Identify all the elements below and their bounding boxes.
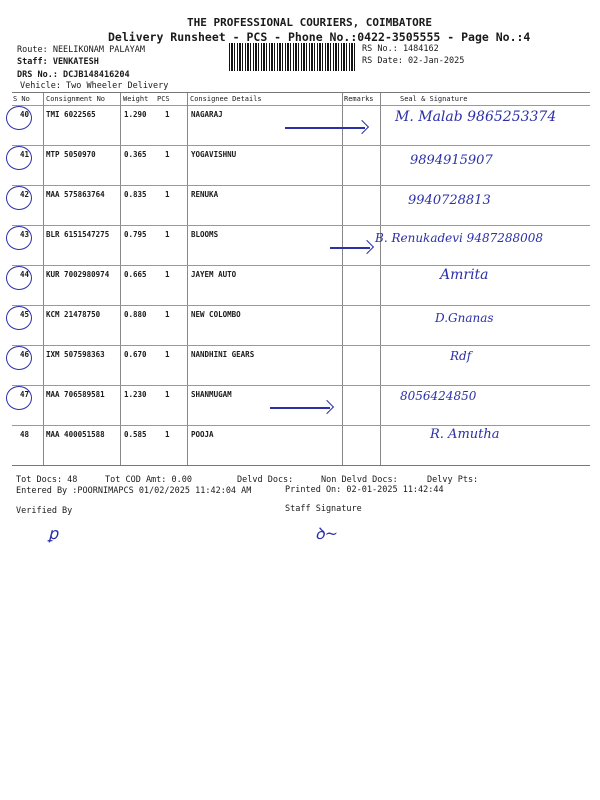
tick-circle [6,106,32,130]
route: Route: NEELIKONAM PALAYAM [17,45,145,55]
drs-number: DRS No.: DCJB148416204 [17,70,130,80]
cell-weight: 0.665 [124,270,147,279]
arrow-icon [285,127,365,129]
printed-on: Printed On: 02-01-2025 11:42:44 [285,485,444,495]
col-consignment: Consignment No [46,95,106,103]
tick-circle [6,226,32,250]
cell-weight: 0.585 [124,430,147,439]
barcode [229,43,356,71]
cell-pcs: 1 [165,390,170,399]
rs-date: RS Date: 02-Jan-2025 [362,56,465,66]
cell-weight: 0.795 [124,230,147,239]
handwritten-signature: D.Gnanas [435,311,494,325]
staff: Staff: VENKATESH [17,57,99,67]
cell-consignee: NEW COLOMBO [191,310,241,319]
col-weight: Weight [123,95,149,103]
cell-weight: 0.365 [124,150,147,159]
cell-consignee: YOGAVISHNU [191,150,237,159]
col-sno: S No [13,95,30,103]
cell-pcs: 1 [165,230,170,239]
col-remarks: Remarks [344,95,374,103]
tick-circle [6,266,32,290]
vehicle: Vehicle: Two Wheeler Delivery [20,81,169,91]
cell-weight: 0.835 [124,190,147,199]
cell-consignee: BLOOMS [191,230,219,239]
cell-pcs: 1 [165,350,170,359]
cell-consignment: MAA 575863764 [46,190,105,199]
handwritten-signature: Rdf [450,349,472,363]
cell-weight: 0.880 [124,310,147,319]
cell-consignee: RENUKA [191,190,219,199]
cell-consignee: SHANMUGAM [191,390,232,399]
verified-by-label: Verified By [16,506,73,516]
cell-consignee: NAGARAJ [191,110,223,119]
cell-consignee: JAYEM AUTO [191,270,237,279]
cell-consignment: BLR 6151547275 [46,230,110,239]
tick-circle [6,186,32,210]
cell-pcs: 1 [165,150,170,159]
cell-consignee: POOJA [191,430,214,439]
handwritten-signature: M. Malab 9865253374 [395,109,557,125]
total-docs: Tot Docs: 48 [16,475,78,485]
handwritten-signature: R. Amutha [430,427,500,442]
cell-consignee: NANDHINI GEARS [191,350,255,359]
handwritten-signature: 9940728813 [408,193,491,208]
cell-consignment: KCM 21478750 [46,310,101,319]
col-consignee: Consignee Details [190,95,262,103]
handwritten-signature: Amrita [440,267,489,283]
total-cod: Tot COD Amt: 0.00 [105,475,192,485]
cell-weight: 0.670 [124,350,147,359]
staff-signature-label: Staff Signature [285,504,362,514]
handwritten-signature: B. Renukadevi 9487288008 [375,231,544,245]
col-pcs: PCS [157,95,170,103]
cell-pcs: 1 [165,110,170,119]
cell-pcs: 1 [165,190,170,199]
cell-pcs: 1 [165,310,170,319]
tick-circle [6,346,32,370]
handwritten-signature: 8056424850 [400,389,477,403]
cell-consignment: IXM 507598363 [46,350,105,359]
cell-consignment: MTP 5050970 [46,150,96,159]
tick-circle [6,306,32,330]
handwritten-signature: 9894915907 [410,153,493,168]
cell-consignment: TMI 6022565 [46,110,96,119]
delivery-points: Delvy Pts: [427,475,479,485]
cell-pcs: 1 [165,430,170,439]
cell-consignment: KUR 7002980974 [46,270,110,279]
runsheet-table: S No Consignment No Weight PCS Consignee… [6,92,590,466]
arrow-icon [270,407,330,409]
cell-consignment: MAA 706589581 [46,390,105,399]
tick-circle [6,146,32,170]
cell-consignment: MAA 400051588 [46,430,105,439]
company-name: THE PROFESSIONAL COURIERS, COIMBATORE [187,16,433,29]
verifier-signature: ꝑ [48,524,59,543]
entered-by: Entered By :POORNIMAPCS 01/02/2025 11:42… [16,486,252,496]
col-signature: Seal & Signature [400,95,468,103]
cell-weight: 1.290 [124,110,147,119]
staff-signature: ꝺ~ [315,524,338,543]
rs-number: RS No.: 1484162 [362,44,439,54]
non-delivered-docs: Non Delvd Docs: [321,475,398,485]
cell-weight: 1.230 [124,390,147,399]
cell-pcs: 1 [165,270,170,279]
delivered-docs: Delvd Docs: [237,475,294,485]
cell-sno: 48 [20,430,30,439]
tick-circle [6,386,32,410]
page-title: Delivery Runsheet - PCS - Phone No.:0422… [108,30,531,44]
arrow-icon [330,247,370,249]
